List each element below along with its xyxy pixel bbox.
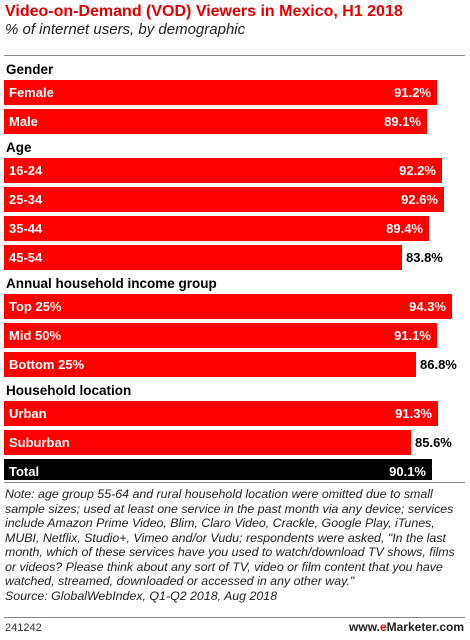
note-text: Note: age group 55-64 and rural househol…: [5, 487, 455, 588]
bar-label: Urban: [9, 406, 47, 421]
bar: [4, 187, 444, 212]
bar: [4, 401, 438, 426]
bar-label: 25-34: [9, 192, 43, 207]
bar: [4, 245, 402, 270]
bar-label: Total: [9, 464, 39, 479]
data-label: 91.1%: [394, 328, 431, 343]
bar-label: Top 25%: [9, 299, 62, 314]
data-label: 94.3%: [409, 299, 446, 314]
bar-chart: Gender Female 91.2% Male 89.1% Age 16-24 92.2% 2…: [4, 62, 457, 480]
bar: [4, 80, 437, 105]
bar-label: 16-24: [9, 163, 43, 178]
brand-rest: Marketer.com: [386, 620, 464, 634]
bar-label: Male: [9, 114, 38, 129]
bar-label: Suburban: [9, 435, 70, 450]
footer-divider: [4, 617, 465, 618]
brand-prefix: www.: [349, 620, 380, 634]
data-label: 85.6%: [415, 435, 452, 450]
data-label: 86.8%: [420, 357, 457, 372]
bar: [4, 158, 442, 183]
group-header: Gender: [6, 62, 54, 77]
top-divider: [4, 55, 465, 56]
data-label: 91.3%: [395, 406, 432, 421]
bar: [4, 430, 411, 455]
source-text: Source: GlobalWebIndex, Q1-Q2 2018, Aug …: [5, 588, 278, 603]
brand-e: e: [379, 620, 387, 634]
bar-label: Bottom 25%: [9, 357, 85, 372]
group-header: Household location: [6, 383, 131, 398]
bar: [4, 216, 429, 241]
bar-label: 35-44: [9, 221, 43, 236]
total-bar: [4, 459, 432, 480]
bar-label: Female: [9, 85, 54, 100]
chart-title: Video-on-Demand (VOD) Viewers in Mexico,…: [5, 3, 403, 20]
note-divider: [4, 482, 465, 483]
chart-id: 241242: [5, 622, 42, 634]
data-label: 91.2%: [394, 85, 431, 100]
data-label: 89.1%: [384, 114, 421, 129]
data-label: 92.6%: [401, 192, 438, 207]
bar: [4, 323, 437, 348]
chart-note: Note: age group 55-64 and rural househol…: [5, 487, 467, 603]
data-label: 83.8%: [406, 250, 443, 265]
bar-label: 45-54: [9, 250, 43, 265]
data-label: 90.1%: [389, 464, 426, 479]
bar-label: Mid 50%: [9, 328, 61, 343]
bar: [4, 109, 427, 134]
data-label: 89.4%: [386, 221, 423, 236]
group-header: Annual household income group: [6, 276, 217, 291]
brand-link[interactable]: www.eMarketer.com: [349, 620, 464, 634]
chart-subtitle: % of internet users, by demographic: [5, 21, 246, 38]
group-header: Age: [6, 140, 32, 155]
data-label: 92.2%: [399, 163, 436, 178]
bar: [4, 294, 452, 319]
bar: [4, 352, 416, 377]
